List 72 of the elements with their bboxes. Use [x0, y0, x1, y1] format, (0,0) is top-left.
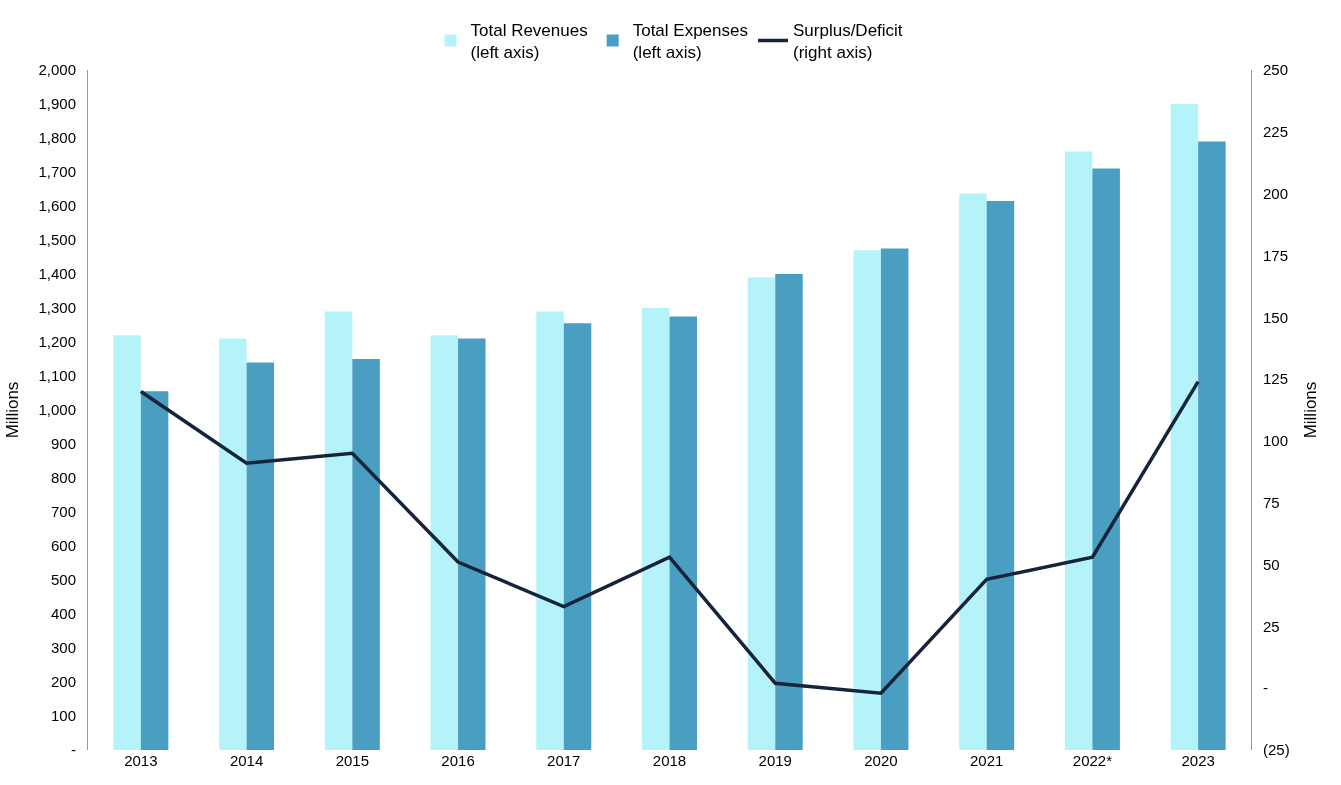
y-tick-label: 1,500 [38, 231, 76, 249]
y-axis-title: Millions [3, 381, 22, 439]
x-tick-label: 2021 [969, 752, 1004, 769]
y2-axis-title: Millions [1301, 381, 1321, 439]
y-tick-label: 400 [50, 605, 76, 623]
y-tick-label: 1,700 [38, 163, 76, 181]
bar [113, 335, 141, 750]
bar [324, 311, 353, 750]
y2-tick-label: 50 [1263, 555, 1280, 573]
y2-tick-label: 200 [1263, 184, 1289, 202]
y2-tick-label: (25) [1263, 741, 1290, 759]
x-tick-label: 2017 [547, 752, 581, 769]
bar [1064, 151, 1093, 750]
y-tick-label: 1,100 [38, 367, 76, 385]
y2-tick-label: 25 [1263, 617, 1280, 635]
legend-label: Surplus/Deficit (right axis) [792, 21, 903, 63]
bar [563, 323, 592, 750]
y-tick-label: 200 [50, 673, 76, 691]
x-tick-label: 2016 [441, 752, 475, 769]
y-tick-label: 800 [50, 469, 76, 487]
bar [246, 362, 275, 750]
bar [458, 338, 486, 750]
y2-tick-label: 75 [1263, 493, 1280, 511]
y-tick-label: 2,000 [38, 61, 76, 79]
y2-tick-label: 175 [1263, 246, 1289, 264]
y-tick-label: 1,900 [38, 95, 76, 113]
y-tick-label: 1,600 [38, 197, 76, 215]
x-tick-label: 2022* [1072, 752, 1113, 769]
bar [1198, 141, 1226, 750]
y-tick-label: - [71, 741, 76, 759]
x-tick-label: 2018 [652, 752, 687, 769]
x-tick-label: 2023 [1181, 752, 1215, 769]
y2-tick-label: 100 [1263, 432, 1289, 450]
y-tick-label: 100 [50, 707, 76, 725]
y-tick-label: 1,000 [38, 401, 76, 419]
x-tick-label: 2013 [124, 752, 158, 769]
y-tick-label: 500 [50, 571, 76, 589]
y2-tick-label: - [1263, 679, 1268, 697]
bar [986, 200, 1015, 750]
legend-label: Total Expenses (left axis) [632, 21, 748, 63]
y-tick-label: 1,300 [38, 299, 76, 317]
bar [352, 359, 380, 750]
bar [747, 277, 776, 750]
y-tick-label: 700 [50, 503, 76, 521]
y-tick-label: 1,800 [38, 129, 76, 147]
y-tick-label: 900 [50, 435, 76, 453]
bar [642, 308, 670, 750]
x-tick-label: 2015 [335, 752, 370, 769]
x-tick-label: 2020 [864, 752, 898, 769]
bar [219, 338, 247, 750]
y2-tick-label: 150 [1263, 308, 1289, 326]
y-tick-label: 600 [50, 537, 76, 555]
bar [669, 316, 697, 750]
bar [1170, 104, 1199, 750]
bar [536, 311, 564, 750]
y-tick-label: 1,200 [38, 333, 76, 351]
y2-tick-label: 125 [1263, 370, 1289, 388]
y-tick-label: 1,400 [38, 265, 76, 283]
bar [430, 335, 459, 750]
bar [1092, 168, 1120, 750]
bar [775, 274, 803, 750]
legend-label: Total Revenues (left axis) [470, 21, 588, 63]
bar [880, 248, 909, 750]
x-tick-label: 2019 [758, 752, 792, 769]
y2-tick-label: 225 [1263, 123, 1289, 141]
bar [959, 193, 987, 750]
y-tick-label: 300 [50, 639, 76, 657]
bar [140, 391, 169, 750]
bar [853, 250, 881, 750]
x-tick-label: 2014 [229, 752, 264, 769]
line-series [139, 379, 1200, 695]
y2-tick-label: 250 [1263, 61, 1289, 79]
